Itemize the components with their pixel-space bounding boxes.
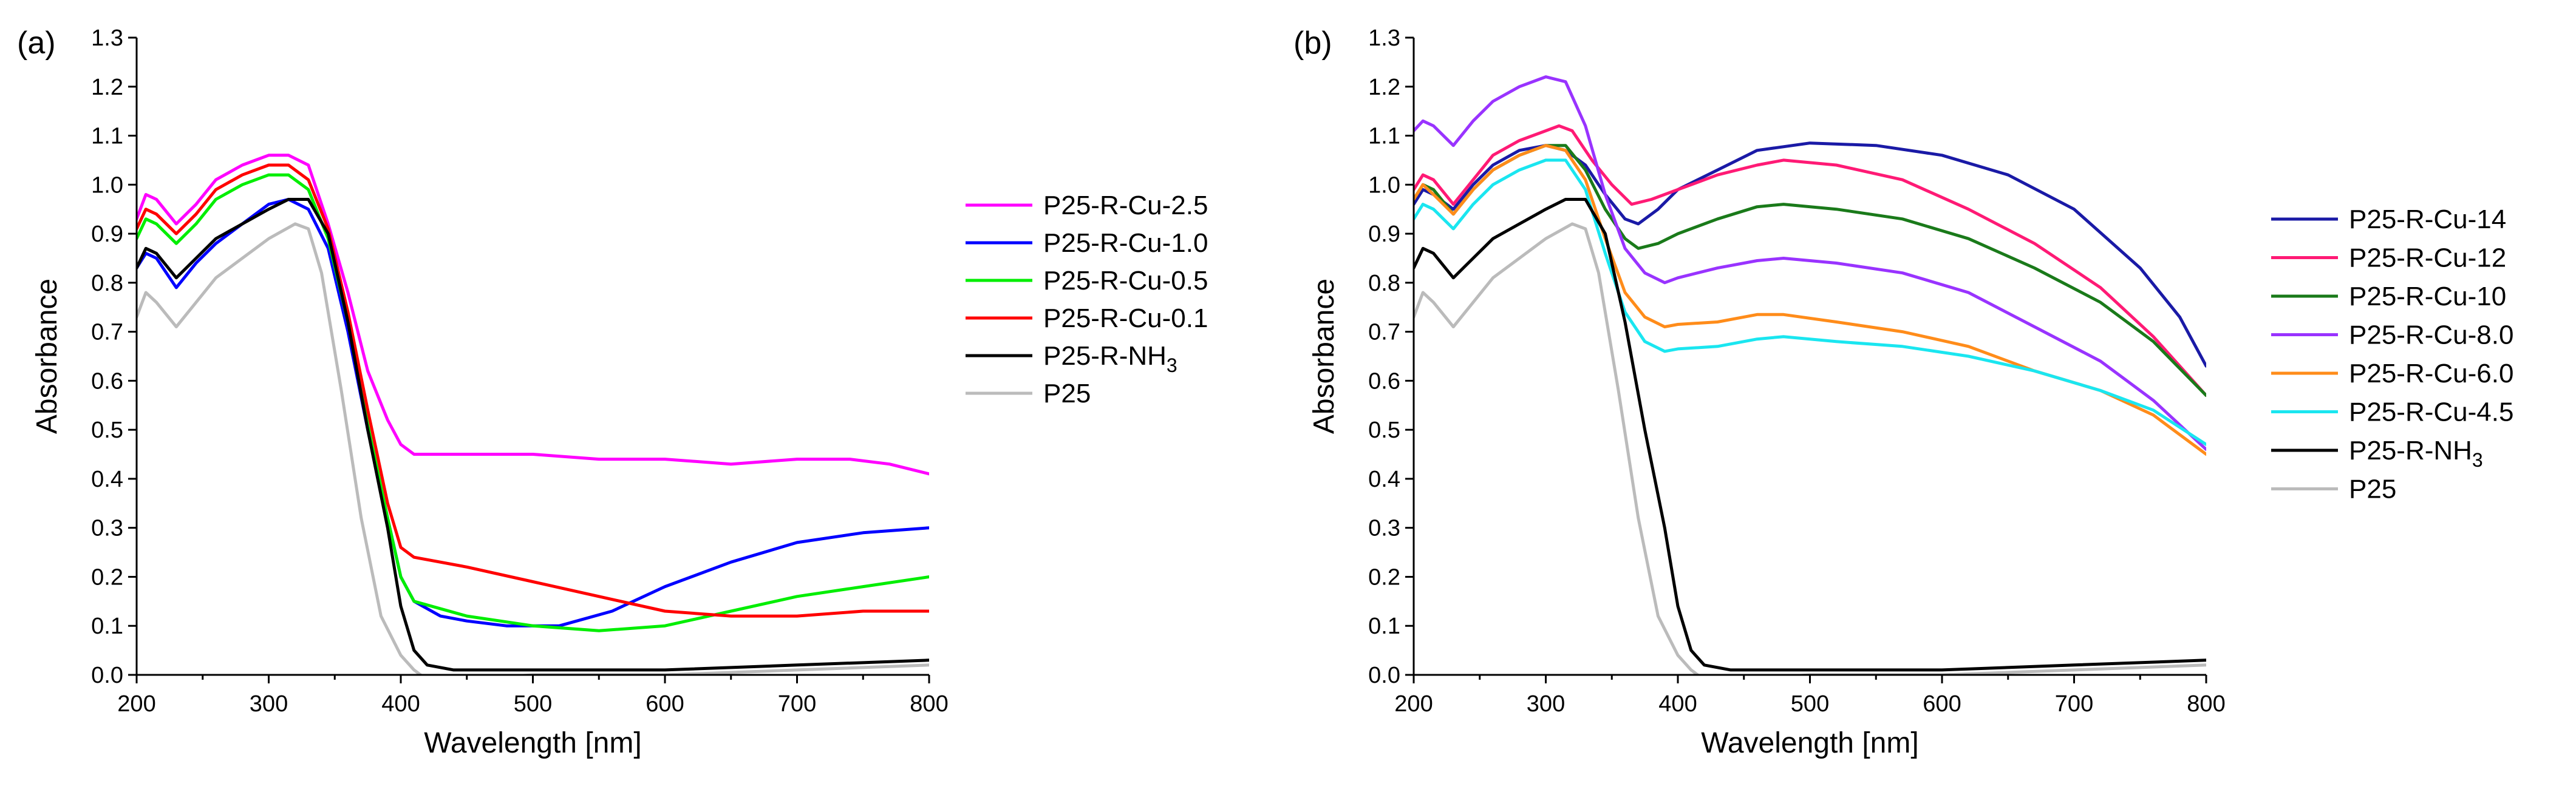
chart-b-y-tick-label: 0.1	[1368, 614, 1400, 639]
chart-a-x-tick-label: 600	[646, 691, 684, 717]
chart-b-series-line-4	[1414, 144, 2206, 456]
chart-b-legend-label-4: P25-R-Cu-6.0	[2349, 359, 2513, 388]
legend-label-main: P25-R-NH	[1043, 341, 1167, 371]
chart-a-y-axis-title: Absorbance	[31, 279, 63, 434]
chart-b-y-tick-label: 0.0	[1368, 663, 1400, 688]
chart-b-x-tick-label: 200	[1394, 691, 1433, 717]
chart-b-legend-label-7: P25	[2349, 475, 2396, 504]
chart-a-x-axis-title: Wavelength [nm]	[424, 727, 641, 759]
chart-b-y-tick-label: 1.2	[1368, 75, 1400, 100]
chart-a-series-line-5	[137, 222, 929, 675]
chart-b-x-tick-label: 400	[1658, 691, 1697, 717]
chart-a-series-line-3	[137, 163, 929, 618]
chart-a-y-tick-label: 0.5	[91, 418, 123, 443]
chart-a-legend-label-4: P25-R-NH3	[1043, 341, 1177, 376]
chart-b-y-tick-label: 0.7	[1368, 320, 1400, 345]
chart-b-panel-label: (b)	[1293, 25, 1332, 61]
chart-b-series-line-0	[1414, 141, 2206, 368]
chart-b-series-line-3	[1414, 75, 2206, 451]
chart-b-x-tick-label: 800	[2187, 691, 2225, 717]
chart-a-legend-label-2: P25-R-Cu-0.5	[1043, 266, 1208, 296]
chart-a-y-tick-label: 0.6	[91, 368, 123, 394]
chart-b-legend-label-0: P25-R-Cu-14	[2349, 205, 2506, 234]
chart-a-series-group	[137, 154, 929, 675]
chart-b-series-group	[1414, 75, 2206, 675]
chart-b-y-tick-label: 1.1	[1368, 124, 1400, 149]
chart-a-y-tick-label: 0.8	[91, 271, 123, 296]
chart-a-y-tick-label: 0.1	[91, 614, 123, 639]
chart-b-y-tick-label: 1.0	[1368, 172, 1400, 198]
legend-label-main: P25-R-NH	[2349, 436, 2472, 465]
chart-a-y-tick-label: 1.2	[91, 75, 123, 100]
chart-a-panel-label: (a)	[17, 25, 56, 61]
chart-b-legend-label-6: P25-R-NH3	[2349, 436, 2483, 471]
chart-b-y-tick-label: 0.3	[1368, 516, 1400, 541]
chart-a-y-tick-label: 0.2	[91, 564, 123, 590]
chart-a-legend-label-0: P25-R-Cu-2.5	[1043, 191, 1208, 220]
chart-b-legend-label-2: P25-R-Cu-10	[2349, 282, 2506, 311]
chart-b-x-tick-label: 700	[2055, 691, 2093, 717]
chart-b-series-line-7	[1414, 222, 2206, 675]
chart-a-legend-label-5: P25	[1043, 379, 1091, 408]
chart-b-y-tick-label: 0.8	[1368, 271, 1400, 296]
chart-a-y-tick-label: 1.0	[91, 172, 123, 198]
chart-b-legend-label-3: P25-R-Cu-8.0	[2349, 320, 2513, 350]
chart-a-x-tick-label: 700	[778, 691, 816, 717]
chart-b-x-axis-title: Wavelength [nm]	[1701, 727, 1918, 759]
chart-b-y-tick-label: 1.3	[1368, 25, 1400, 51]
chart-b-series-line-1	[1414, 124, 2206, 398]
legend-label-subscript: 3	[2472, 449, 2483, 471]
chart-a-x-tick-label: 200	[117, 691, 155, 717]
chart-a-legend-label-1: P25-R-Cu-1.0	[1043, 228, 1208, 258]
chart-a-x-tick-label: 500	[514, 691, 552, 717]
chart-a-series-line-2	[137, 173, 929, 632]
chart-b-series-line-5	[1414, 158, 2206, 446]
chart-b-x-tick-label: 600	[1923, 691, 1961, 717]
chart-b-series-line-2	[1414, 144, 2206, 398]
chart-b: (b) 200 300 400 500 600 700 800 0.0 0.1 0.2 0.3 0.4 0…	[1293, 25, 2513, 759]
chart-a-legend: P25-R-Cu-2.5 P25-R-Cu-1.0 P25-R-Cu-0.5 P25-…	[966, 191, 1208, 408]
chart-b-x-tick-label: 300	[1527, 691, 1565, 717]
chart-a-x-tick-label: 300	[250, 691, 288, 717]
chart-b-y-tick-label: 0.2	[1368, 564, 1400, 590]
chart-a: (a) 200 300 400 500 600 700 800 0.0 0.1 0.2 0.3 0.4 0…	[17, 25, 1208, 759]
chart-b-y-tick-label: 0.5	[1368, 418, 1400, 443]
chart-b-x-tick-label: 500	[1791, 691, 1829, 717]
chart-a-y-tick-label: 0.4	[91, 467, 123, 492]
chart-a-series-line-4	[137, 198, 929, 672]
chart-b-y-tick-label: 0.4	[1368, 467, 1400, 492]
chart-a-series-line-1	[137, 198, 929, 628]
chart-a-y-tick-label: 1.1	[91, 124, 123, 149]
chart-b-y-tick-label: 0.9	[1368, 222, 1400, 247]
chart-a-y-tick-label: 0.3	[91, 516, 123, 541]
chart-b-legend-label-5: P25-R-Cu-4.5	[2349, 398, 2513, 427]
chart-b-y-axis-title: Absorbance	[1308, 279, 1340, 434]
chart-b-legend: P25-R-Cu-14 P25-R-Cu-12 P25-R-Cu-10 P25-R-C…	[2271, 205, 2513, 504]
legend-label-subscript: 3	[1167, 354, 1177, 376]
chart-a-y-tick-label: 0.9	[91, 222, 123, 247]
chart-a-series-line-0	[137, 154, 929, 476]
chart-a-y-tick-label: 0.7	[91, 320, 123, 345]
chart-b-series-line-6	[1414, 198, 2206, 672]
chart-a-x-tick-label: 400	[381, 691, 420, 717]
chart-b-y-tick-label: 0.6	[1368, 368, 1400, 394]
chart-a-y-tick-label: 0.0	[91, 663, 123, 688]
chart-a-y-tick-label: 1.3	[91, 25, 123, 51]
chart-a-legend-label-3: P25-R-Cu-0.1	[1043, 303, 1208, 333]
chart-a-x-tick-label: 800	[910, 691, 948, 717]
chart-b-legend-label-1: P25-R-Cu-12	[2349, 243, 2506, 273]
